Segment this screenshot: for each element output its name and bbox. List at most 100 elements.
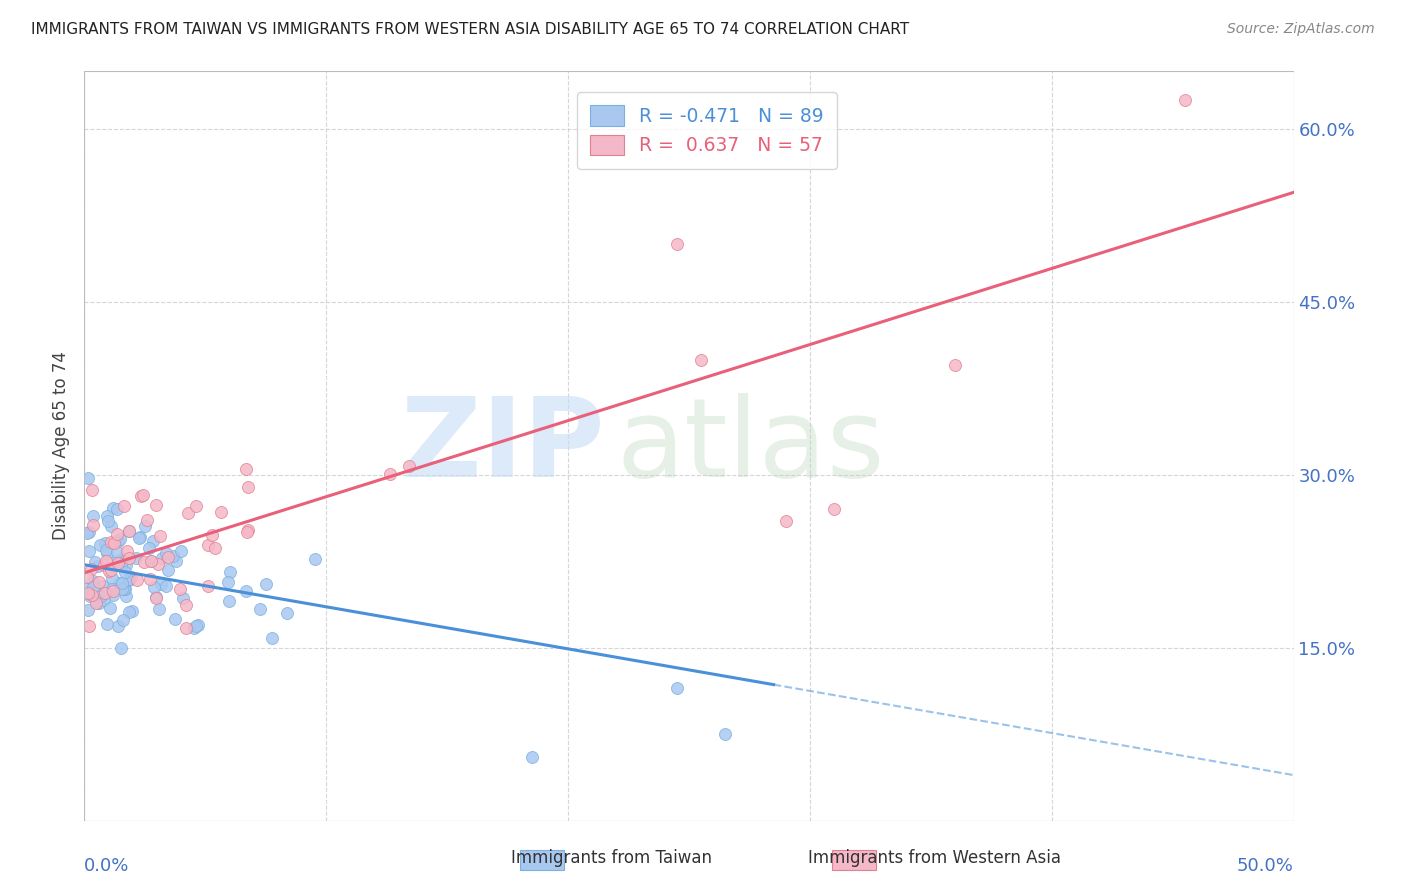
- Point: [77, 618, 100, 632]
- Point: [125, 574, 148, 588]
- Point: [184, 499, 207, 513]
- Bar: [520, 850, 564, 870]
- Point: [84, 555, 107, 569]
- Point: [254, 577, 277, 591]
- Point: [139, 573, 162, 587]
- Point: [105, 526, 128, 541]
- Point: [114, 582, 136, 596]
- Point: [76, 580, 98, 594]
- Point: [128, 530, 150, 544]
- Point: [118, 605, 141, 619]
- Point: [77, 544, 100, 558]
- Point: [86, 594, 108, 608]
- Text: 0.0%: 0.0%: [84, 856, 129, 874]
- Point: [236, 525, 259, 540]
- Point: [103, 536, 125, 550]
- Point: [165, 554, 187, 568]
- Point: [238, 523, 260, 537]
- Point: [94, 543, 117, 558]
- Point: [236, 480, 259, 494]
- Point: [209, 505, 232, 519]
- Point: [150, 577, 173, 591]
- Point: [714, 727, 737, 741]
- Point: [101, 582, 124, 597]
- Text: Immigrants from Western Asia: Immigrants from Western Asia: [808, 849, 1062, 867]
- Point: [665, 237, 688, 252]
- Point: [142, 533, 165, 548]
- Point: [93, 592, 115, 607]
- Point: [110, 557, 132, 571]
- Point: [82, 580, 104, 594]
- Point: [112, 500, 135, 514]
- Point: [84, 596, 107, 610]
- Point: [103, 583, 125, 598]
- Text: atlas: atlas: [616, 392, 884, 500]
- Point: [201, 528, 224, 542]
- Point: [77, 603, 100, 617]
- Point: [110, 641, 132, 656]
- Point: [145, 591, 167, 606]
- Point: [82, 483, 104, 497]
- Point: [134, 519, 156, 533]
- Point: [80, 588, 103, 602]
- Point: [183, 621, 205, 635]
- Point: [115, 544, 138, 558]
- Point: [87, 558, 110, 573]
- Point: [150, 550, 173, 565]
- Point: [149, 529, 172, 543]
- Point: [114, 565, 136, 579]
- Point: [94, 586, 117, 600]
- Point: [76, 471, 98, 485]
- Point: [1174, 93, 1197, 107]
- Point: [163, 612, 186, 626]
- Point: [77, 586, 100, 600]
- Point: [118, 524, 141, 538]
- Point: [378, 467, 401, 481]
- Point: [121, 604, 143, 618]
- Point: [141, 554, 163, 568]
- Point: [172, 591, 194, 606]
- Point: [111, 576, 134, 591]
- Point: [218, 565, 240, 579]
- Point: [155, 579, 177, 593]
- Point: [82, 574, 104, 589]
- Point: [108, 575, 131, 590]
- Point: [235, 583, 257, 598]
- Text: 50.0%: 50.0%: [1237, 856, 1294, 874]
- Point: [162, 549, 184, 563]
- Point: [690, 352, 713, 367]
- Point: [943, 359, 966, 373]
- Point: [204, 541, 226, 555]
- Point: [148, 601, 170, 615]
- Point: [129, 489, 152, 503]
- Point: [187, 618, 209, 632]
- Point: [105, 545, 128, 559]
- Point: [118, 550, 141, 565]
- Point: [125, 550, 148, 565]
- Point: [665, 681, 688, 695]
- Point: [118, 572, 141, 586]
- Point: [145, 498, 167, 512]
- Point: [91, 579, 114, 593]
- Text: Immigrants from Taiwan: Immigrants from Taiwan: [512, 849, 711, 867]
- Point: [111, 613, 134, 627]
- Point: [146, 558, 169, 572]
- Point: [82, 509, 104, 524]
- Point: [110, 582, 132, 597]
- Point: [157, 549, 180, 564]
- Point: [155, 545, 177, 559]
- Point: [775, 514, 797, 528]
- Point: [89, 538, 111, 552]
- Point: [112, 582, 135, 596]
- Point: [101, 571, 124, 585]
- Point: [89, 574, 111, 589]
- Point: [101, 588, 124, 602]
- Bar: [832, 850, 876, 870]
- Point: [145, 590, 167, 604]
- Point: [93, 558, 115, 573]
- Point: [105, 501, 128, 516]
- Point: [174, 599, 197, 613]
- Point: [118, 524, 141, 539]
- Point: [96, 617, 118, 632]
- Point: [111, 552, 134, 566]
